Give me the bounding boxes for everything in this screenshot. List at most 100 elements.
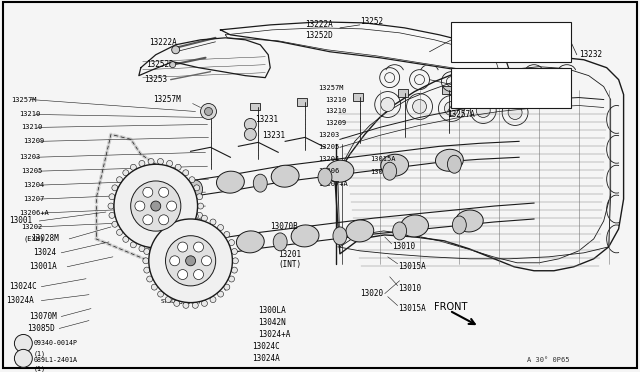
Circle shape (175, 242, 181, 248)
Circle shape (202, 215, 207, 221)
Circle shape (183, 170, 189, 176)
Circle shape (148, 158, 154, 164)
FancyBboxPatch shape (451, 22, 571, 62)
Ellipse shape (216, 171, 244, 193)
Ellipse shape (435, 149, 463, 171)
Ellipse shape (318, 168, 332, 186)
Circle shape (198, 203, 204, 209)
Circle shape (183, 236, 189, 242)
Circle shape (476, 103, 490, 118)
Circle shape (109, 212, 115, 218)
Circle shape (224, 231, 230, 237)
Circle shape (152, 284, 157, 290)
Circle shape (508, 106, 522, 119)
Text: 13252: 13252 (360, 17, 383, 26)
FancyBboxPatch shape (451, 68, 571, 108)
Ellipse shape (189, 180, 202, 198)
Circle shape (196, 194, 202, 200)
Text: 13207+A: 13207+A (318, 181, 348, 187)
Bar (397, 89, 408, 97)
Circle shape (232, 248, 237, 254)
Text: 1300LA: 1300LA (259, 306, 286, 315)
Ellipse shape (253, 174, 268, 192)
Text: 00933-20670: 00933-20670 (486, 28, 536, 37)
Ellipse shape (214, 239, 227, 257)
Text: 13257A: 13257A (447, 110, 475, 119)
Bar (250, 103, 260, 110)
Ellipse shape (383, 162, 397, 180)
Circle shape (165, 296, 171, 302)
Circle shape (444, 102, 458, 115)
Text: 13042N: 13042N (259, 318, 286, 327)
Polygon shape (220, 22, 509, 78)
Circle shape (244, 118, 256, 131)
Text: PLUG プラグ（6）: PLUG プラグ（6） (486, 39, 536, 48)
Circle shape (148, 248, 154, 254)
Circle shape (210, 296, 216, 302)
Circle shape (109, 194, 115, 200)
Circle shape (165, 219, 171, 225)
Text: 13024A: 13024A (252, 354, 280, 363)
Text: 13206+A: 13206+A (19, 210, 49, 216)
Circle shape (157, 291, 164, 297)
Text: 13222A: 13222A (148, 38, 177, 47)
Text: 13070B: 13070B (270, 222, 298, 231)
Text: 13257M: 13257M (318, 84, 344, 91)
Text: (1): (1) (33, 350, 45, 357)
Circle shape (218, 225, 223, 231)
Text: 13010: 13010 (392, 243, 415, 251)
Ellipse shape (346, 220, 374, 242)
Text: 13210: 13210 (325, 109, 346, 115)
Circle shape (143, 215, 153, 225)
Circle shape (147, 240, 153, 246)
Text: 13206: 13206 (318, 168, 339, 174)
Text: PLUG プラグ（2）: PLUG プラグ（2） (486, 85, 536, 94)
Text: 13085D: 13085D (28, 324, 55, 333)
Ellipse shape (447, 155, 461, 173)
Circle shape (157, 225, 164, 231)
Circle shape (210, 219, 216, 225)
Circle shape (200, 103, 216, 119)
Circle shape (123, 170, 129, 176)
Text: STUDスタッド(1): STUDスタッド(1) (161, 299, 202, 304)
Ellipse shape (273, 233, 287, 251)
Circle shape (131, 164, 136, 170)
Circle shape (170, 62, 175, 68)
Circle shape (193, 242, 204, 252)
Text: 00933-21270: 00933-21270 (486, 74, 536, 83)
Circle shape (114, 164, 198, 248)
Circle shape (166, 236, 216, 286)
Circle shape (232, 267, 237, 273)
Circle shape (166, 201, 177, 211)
Circle shape (194, 221, 200, 227)
Circle shape (192, 213, 198, 219)
Ellipse shape (326, 160, 354, 182)
Text: 13015A: 13015A (397, 262, 426, 271)
Ellipse shape (401, 215, 428, 237)
Text: 13203: 13203 (19, 154, 40, 160)
Text: 13210: 13210 (325, 97, 346, 103)
Text: 13010: 13010 (397, 284, 420, 293)
Circle shape (174, 301, 180, 307)
Circle shape (143, 187, 153, 197)
Text: 13257M: 13257M (12, 97, 37, 103)
Ellipse shape (291, 225, 319, 247)
Circle shape (108, 203, 114, 209)
Circle shape (144, 248, 150, 254)
Text: 13201: 13201 (278, 250, 301, 259)
Circle shape (123, 236, 129, 242)
Circle shape (139, 246, 145, 251)
Circle shape (116, 230, 122, 235)
Text: 13015A: 13015A (370, 156, 396, 162)
Circle shape (228, 240, 234, 246)
Text: 13024C: 13024C (252, 342, 280, 351)
Text: 13028M: 13028M (31, 234, 59, 243)
Text: 13205: 13205 (318, 144, 339, 150)
Circle shape (178, 242, 188, 252)
Circle shape (152, 231, 157, 237)
Text: 13070M: 13070M (29, 312, 57, 321)
Circle shape (166, 246, 173, 251)
Circle shape (147, 276, 153, 282)
Text: 13207: 13207 (24, 196, 45, 202)
Circle shape (183, 302, 189, 308)
